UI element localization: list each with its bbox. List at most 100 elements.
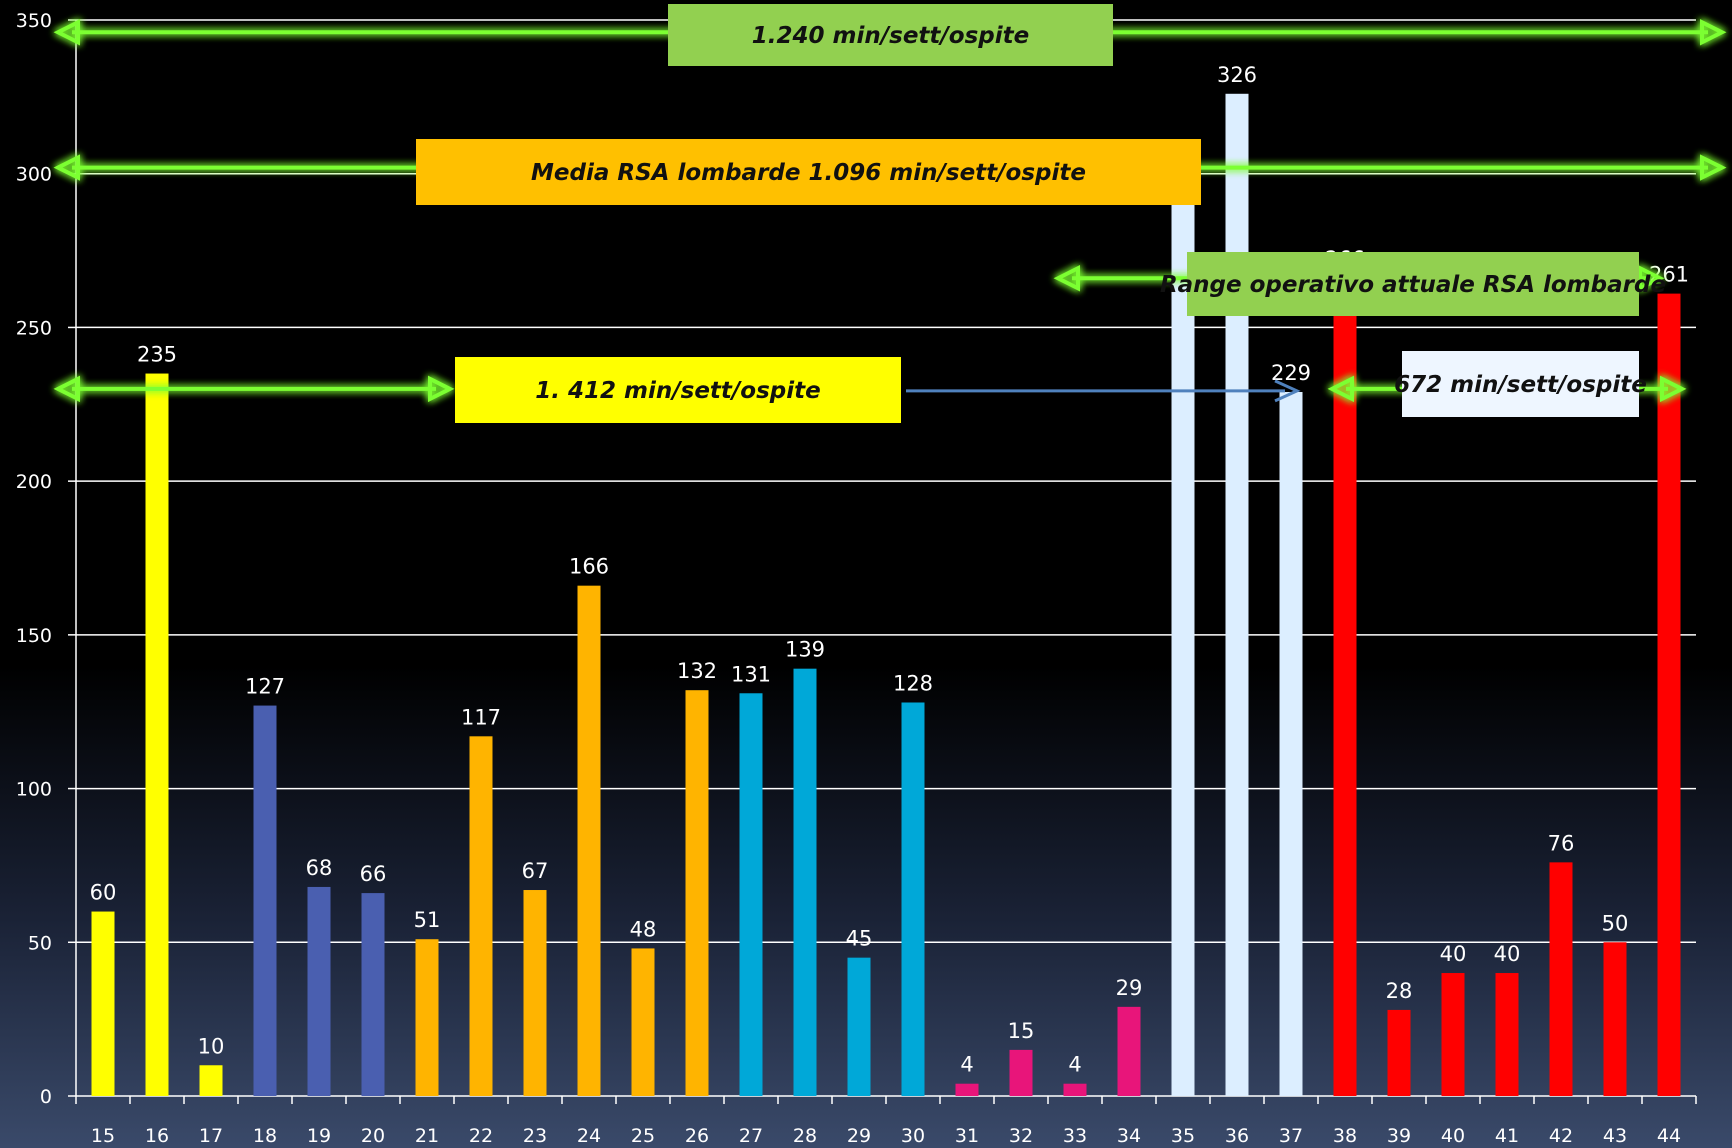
x-tick-label: 27 bbox=[739, 1125, 763, 1147]
ann-media-box bbox=[416, 139, 1201, 205]
ann-range-text: Range operativo attuale RSA lombarde bbox=[1160, 272, 1666, 298]
bar-24 bbox=[577, 585, 601, 1096]
data-label: 117 bbox=[461, 705, 501, 729]
x-tick-label: 35 bbox=[1171, 1125, 1195, 1147]
bar-26 bbox=[685, 690, 709, 1096]
bar-21 bbox=[415, 939, 439, 1096]
data-label: 60 bbox=[90, 881, 117, 905]
ann-1240-box bbox=[668, 4, 1113, 66]
data-label: 326 bbox=[1217, 63, 1257, 87]
bar-16 bbox=[145, 373, 169, 1096]
blue-arrow-head bbox=[1274, 379, 1301, 403]
x-tick-label: 18 bbox=[253, 1125, 277, 1147]
data-label: 66 bbox=[360, 862, 387, 886]
data-label: 128 bbox=[893, 671, 933, 695]
data-label: 127 bbox=[245, 675, 285, 699]
x-tick-label: 16 bbox=[145, 1125, 169, 1147]
x-tick-label: 38 bbox=[1333, 1125, 1357, 1147]
data-label: 29 bbox=[1116, 976, 1143, 1000]
data-label: 4 bbox=[1068, 1053, 1081, 1077]
y-tick-label: 250 bbox=[16, 317, 52, 339]
data-label: 15 bbox=[1008, 1019, 1035, 1043]
data-label: 10 bbox=[198, 1034, 225, 1058]
bar-20 bbox=[361, 893, 385, 1096]
x-tick-label: 40 bbox=[1441, 1125, 1465, 1147]
x-tick-label: 19 bbox=[307, 1125, 331, 1147]
x-tick-label: 30 bbox=[901, 1125, 925, 1147]
bar-36 bbox=[1225, 93, 1249, 1097]
ann-1412-text: 1. 412 min/sett/ospite bbox=[535, 378, 821, 404]
x-tick-label: 36 bbox=[1225, 1125, 1249, 1147]
x-tick-label: 17 bbox=[199, 1125, 223, 1147]
x-tick-label: 37 bbox=[1279, 1125, 1303, 1147]
data-label: 40 bbox=[1494, 942, 1521, 966]
x-tick-label: 41 bbox=[1495, 1125, 1519, 1147]
data-label: 68 bbox=[306, 856, 333, 880]
bar-40 bbox=[1441, 973, 1465, 1096]
x-tick-label: 26 bbox=[685, 1125, 709, 1147]
x-tick-label: 22 bbox=[469, 1125, 493, 1147]
data-label: 50 bbox=[1602, 911, 1629, 935]
bar-23 bbox=[523, 890, 547, 1096]
x-tick-label: 29 bbox=[847, 1125, 871, 1147]
bar-41 bbox=[1495, 973, 1519, 1096]
bar-29 bbox=[847, 957, 871, 1096]
x-tick-label: 39 bbox=[1387, 1125, 1411, 1147]
bar-43 bbox=[1603, 942, 1627, 1096]
bar-17 bbox=[199, 1065, 223, 1096]
data-label: 48 bbox=[630, 917, 657, 941]
x-tick-label: 25 bbox=[631, 1125, 655, 1147]
data-label: 45 bbox=[846, 927, 873, 951]
x-tick-label: 44 bbox=[1657, 1125, 1681, 1147]
x-tick-label: 28 bbox=[793, 1125, 817, 1147]
y-tick-label: 100 bbox=[16, 779, 52, 801]
arrow-1412 bbox=[53, 375, 455, 403]
annotation-layer: 1.240 min/sett/ospite Media RSA lombarde … bbox=[53, 4, 1727, 423]
data-label: 139 bbox=[785, 638, 825, 662]
bar-18 bbox=[253, 705, 277, 1096]
bar-15 bbox=[91, 911, 115, 1096]
data-label: 67 bbox=[522, 859, 549, 883]
data-label: 28 bbox=[1386, 979, 1413, 1003]
bar-25 bbox=[631, 948, 655, 1096]
bar-27 bbox=[739, 693, 763, 1096]
x-tick-label: 21 bbox=[415, 1125, 439, 1147]
y-tick-label: 350 bbox=[16, 10, 52, 32]
data-label: 76 bbox=[1548, 831, 1575, 855]
ann-1240-text: 1.240 min/sett/ospite bbox=[752, 23, 1030, 49]
bar-layer bbox=[91, 93, 1681, 1097]
ann-1412-box bbox=[455, 357, 901, 423]
x-tick-label: 43 bbox=[1603, 1125, 1627, 1147]
bar-22 bbox=[469, 736, 493, 1096]
bar-34 bbox=[1117, 1006, 1141, 1096]
bar-33 bbox=[1063, 1083, 1087, 1096]
y-tick-label: 50 bbox=[28, 932, 52, 954]
axis-layer: 0 50 100 150 200 250 300 350 15 16 17 18 19 20 21 22 23 2… bbox=[16, 10, 1697, 1147]
ann-range-box bbox=[1187, 252, 1639, 316]
data-label: 132 bbox=[677, 659, 717, 683]
data-label: 166 bbox=[569, 555, 609, 579]
bar-19 bbox=[307, 886, 331, 1096]
bar-42 bbox=[1549, 862, 1573, 1096]
ann-672-box bbox=[1402, 351, 1639, 417]
data-label: 131 bbox=[731, 662, 771, 686]
x-tick-label: 20 bbox=[361, 1125, 385, 1147]
bar-37 bbox=[1279, 391, 1303, 1096]
x-tick-label: 34 bbox=[1117, 1125, 1141, 1147]
ann-672-text: 672 min/sett/ospite bbox=[1394, 372, 1647, 398]
x-tick-label: 32 bbox=[1009, 1125, 1033, 1147]
bar-32 bbox=[1009, 1049, 1033, 1096]
bar-35 bbox=[1171, 167, 1195, 1096]
y-tick-label: 200 bbox=[16, 471, 52, 493]
x-tick-label: 24 bbox=[577, 1125, 601, 1147]
x-tick-label: 23 bbox=[523, 1125, 547, 1147]
bar-39 bbox=[1387, 1009, 1411, 1096]
bar-44 bbox=[1657, 293, 1681, 1096]
ann-media-text: Media RSA lombarde 1.096 min/sett/ospite bbox=[531, 160, 1086, 186]
x-tick-label: 15 bbox=[91, 1125, 115, 1147]
data-label: 51 bbox=[414, 908, 441, 932]
x-tick-label: 33 bbox=[1063, 1125, 1087, 1147]
y-tick-label: 300 bbox=[16, 164, 52, 186]
